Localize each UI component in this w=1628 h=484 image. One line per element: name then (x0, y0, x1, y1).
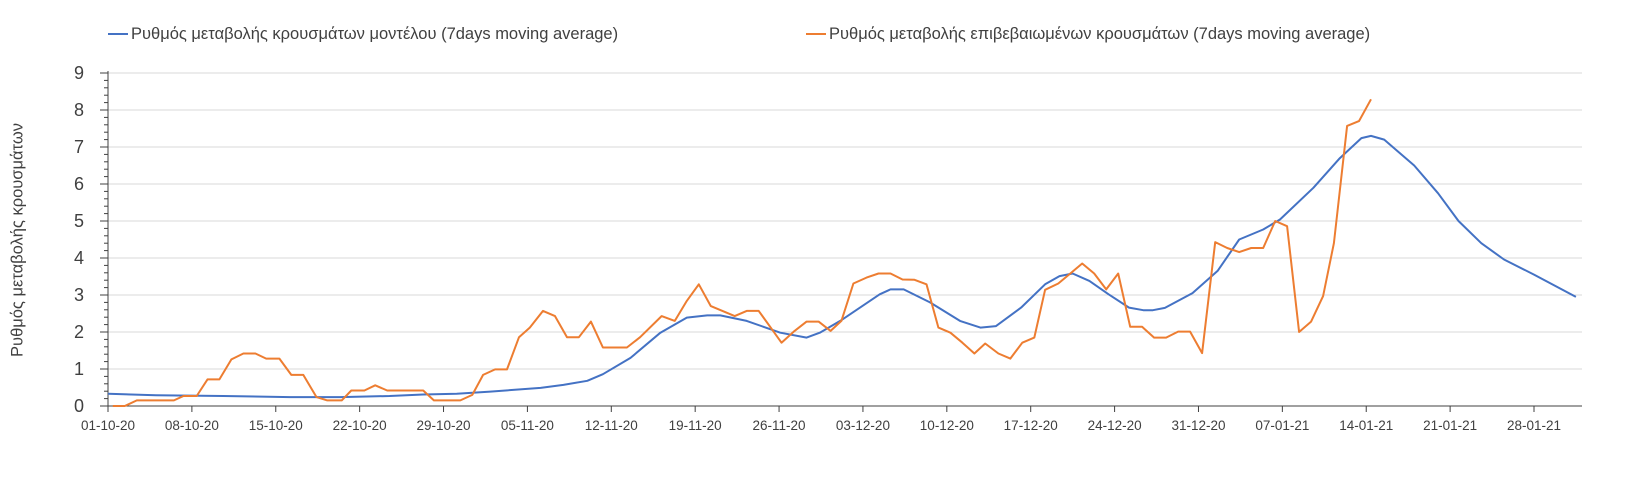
y-tick-label: 8 (74, 100, 84, 120)
legend-item-confirmed: Ρυθμός μεταβολής επιβεβαιωμένων κρουσμάτ… (806, 22, 1370, 46)
y-axis-title: Ρυθμός μεταβολής κρουσμάτων (8, 123, 27, 357)
x-tick-label: 17-12-20 (1004, 418, 1058, 433)
x-tick-label: 31-12-20 (1171, 418, 1225, 433)
axes (100, 71, 1582, 412)
x-tick-label: 08-10-20 (165, 418, 219, 433)
x-tick-label: 12-11-20 (585, 418, 638, 433)
gridlines (108, 72, 1582, 370)
legend-label-model: Ρυθμός μεταβολής κρουσμάτων μοντέλου (7d… (131, 24, 619, 43)
y-tick-label: 1 (74, 359, 84, 379)
x-tick-label: 07-01-21 (1255, 418, 1309, 433)
series-line-model (107, 134, 1577, 399)
legend-swatch-model (108, 33, 128, 35)
x-tick-label: 28-01-21 (1507, 418, 1561, 433)
legend-swatch-confirmed (806, 33, 826, 35)
y-tick-label: 4 (74, 248, 84, 268)
x-tick-label: 19-11-20 (669, 418, 722, 433)
tick-labels: 0 1 2 3 4 5 6 7 8 9 01-10-20 08-10-20 15-10-20 22-10-… (74, 63, 1561, 433)
x-tick-label: 22-10-20 (333, 418, 387, 433)
x-tick-label: 01-10-20 (81, 418, 135, 433)
x-tick-label: 14-01-21 (1339, 418, 1393, 433)
series-line-confirmed (112, 98, 1372, 407)
y-tick-label: 6 (74, 174, 84, 194)
y-tick-label: 7 (74, 137, 84, 157)
y-tick-label: 2 (74, 322, 84, 342)
x-tick-label: 10-12-20 (920, 418, 974, 433)
legend-label-confirmed: Ρυθμός μεταβολής επιβεβαιωμένων κρουσμάτ… (829, 24, 1371, 43)
x-tick-label: 21-01-21 (1423, 418, 1477, 433)
x-tick-label: 24-12-20 (1088, 418, 1142, 433)
y-tick-label: 5 (74, 211, 84, 231)
y-tick-label: 3 (74, 285, 84, 305)
x-tick-label: 15-10-20 (249, 418, 303, 433)
x-tick-label: 03-12-20 (836, 418, 890, 433)
legend-item-model: Ρυθμός μεταβολής κρουσμάτων μοντέλου (7d… (108, 22, 618, 46)
y-tick-label: 9 (74, 63, 84, 83)
series-lines (107, 98, 1577, 407)
x-tick-label: 29-10-20 (417, 418, 471, 433)
y-tick-label: 0 (74, 396, 84, 416)
x-tick-label: 26-11-20 (753, 418, 806, 433)
x-tick-label: 05-11-20 (501, 418, 554, 433)
